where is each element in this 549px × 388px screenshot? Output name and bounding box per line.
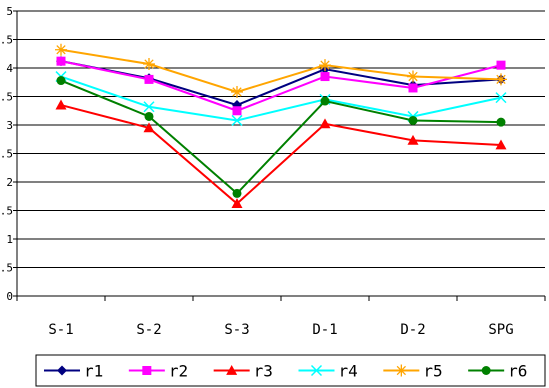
triangle-marker xyxy=(143,122,155,133)
star-marker xyxy=(143,58,155,71)
circle-marker xyxy=(408,115,418,125)
legend-label: r6 xyxy=(508,362,527,381)
star-marker xyxy=(495,73,507,86)
square-marker xyxy=(56,56,66,66)
legend-box xyxy=(35,354,546,387)
x-tick-label: SPG xyxy=(488,322,513,338)
series-lines xyxy=(55,43,507,209)
x-marker xyxy=(143,101,155,113)
star-marker xyxy=(395,364,408,377)
series-line xyxy=(60,75,502,122)
legend-label: r5 xyxy=(423,362,442,381)
square-marker xyxy=(144,74,154,84)
x-marker xyxy=(495,92,507,104)
axes: 0 0.5 1 1.5 2 2.5 3 3.5 4 4.5 5 S-1 S-2 S-3 D-1 D-2 SPG xyxy=(0,5,546,338)
legend-item-r2: r2 xyxy=(128,362,188,381)
gridlines xyxy=(17,10,545,268)
circle-marker xyxy=(320,96,330,106)
series-line xyxy=(60,60,502,112)
y-tick-label: 2.5 xyxy=(0,148,13,161)
x-tick-label: D-2 xyxy=(400,322,425,338)
star-marker xyxy=(55,43,67,56)
star-marker xyxy=(319,59,331,72)
star-marker xyxy=(231,85,243,98)
x-tick-label: S-1 xyxy=(48,322,73,338)
x-tick-label: S-2 xyxy=(136,322,161,338)
legend-label: r4 xyxy=(339,362,358,381)
square-marker xyxy=(408,83,418,93)
x-marker xyxy=(310,364,323,377)
square-marker xyxy=(232,106,242,116)
circle-marker xyxy=(481,366,491,375)
circle-marker xyxy=(56,76,66,86)
square-marker xyxy=(142,366,152,375)
x-marker xyxy=(231,114,243,126)
triangle-marker xyxy=(495,139,507,150)
series-line xyxy=(60,48,502,93)
circle-marker xyxy=(232,188,242,198)
y-tick-label: 4 xyxy=(6,62,13,75)
series-r3 xyxy=(55,99,507,209)
legend-item-r5: r5 xyxy=(383,362,443,381)
triangle-marker xyxy=(319,118,331,129)
series-line xyxy=(60,79,502,195)
legend-label: r1 xyxy=(84,362,103,381)
circle-marker xyxy=(144,111,154,121)
legend-label: r2 xyxy=(169,362,188,381)
series-r1 xyxy=(56,56,506,111)
legend-item-r3: r3 xyxy=(213,362,273,381)
circle-marker xyxy=(496,117,506,127)
y-tick-label: 2 xyxy=(6,176,13,189)
series-line xyxy=(60,104,502,205)
y-tick-label: 1 xyxy=(6,233,13,246)
square-marker xyxy=(496,60,506,70)
square-marker xyxy=(320,72,330,82)
y-tick-label: 5 xyxy=(6,5,13,18)
diamond-marker xyxy=(57,365,67,376)
x-tick-label: D-1 xyxy=(312,322,337,338)
y-tick-label: 3.5 xyxy=(0,91,13,104)
triangle-marker xyxy=(55,99,67,110)
legend: r1 r2 r3 r4 r5 r6 xyxy=(35,354,546,387)
y-tick-label: 3 xyxy=(6,119,13,132)
y-tick-label: 0 xyxy=(6,290,13,303)
legend-item-r1: r1 xyxy=(44,362,103,381)
y-tick-label: 4.5 xyxy=(0,34,13,47)
y-tick-label: 1.5 xyxy=(0,205,13,218)
x-tick-label: S-3 xyxy=(224,322,249,338)
star-marker xyxy=(407,70,419,83)
triangle-marker xyxy=(231,198,243,209)
legend-item-r4: r4 xyxy=(298,362,358,381)
series-r6 xyxy=(56,76,506,198)
y-tick-label: 0.5 xyxy=(0,262,13,275)
series-r5 xyxy=(55,43,507,98)
series-r2 xyxy=(56,56,506,116)
series-r4 xyxy=(55,71,507,126)
triangle-marker xyxy=(226,365,238,375)
legend-item-r6: r6 xyxy=(468,362,527,381)
legend-label: r3 xyxy=(254,362,273,381)
triangle-marker xyxy=(407,134,419,145)
